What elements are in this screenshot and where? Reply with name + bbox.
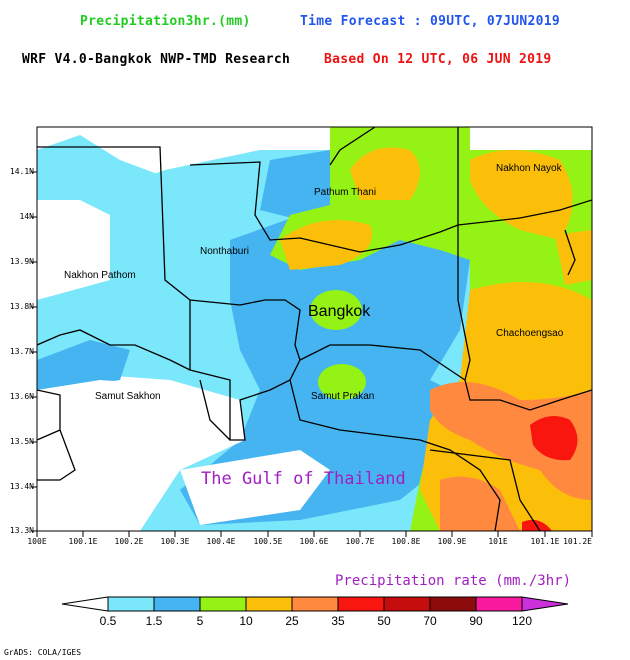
colorbar-segment [245, 596, 293, 612]
lat-tick: 13.7N [9, 347, 34, 356]
init-time: Based On 12 UTC, 06 JUN 2019 [324, 52, 552, 67]
lon-tick: 100.3E [160, 537, 190, 546]
colorbar-label: 90 [469, 614, 483, 628]
colorbar-label: 5 [196, 614, 204, 628]
colorbar-label: 70 [423, 614, 437, 628]
lon-tick: 100.5E [253, 537, 283, 546]
colorbar-segment [521, 596, 569, 612]
lon-tick: 101.2E [563, 537, 592, 546]
colorbar-segment [199, 596, 247, 612]
colorbar-label: 1.5 [145, 614, 163, 628]
forecast-time: Time Forecast : 09UTC, 07JUN2019 [300, 14, 561, 29]
colorbar-segment [153, 596, 201, 612]
lon-tick: 101E [488, 537, 508, 546]
lon-tick: 101.1E [530, 537, 560, 546]
lon-tick: 100.9E [437, 537, 467, 546]
lon-tick: 100.1E [68, 537, 98, 546]
lon-tick: 100.8E [391, 537, 421, 546]
colorbar-title: Precipitation rate (mm./3hr) [335, 573, 572, 589]
variable-title: Precipitation3hr.(mm) [80, 14, 251, 29]
colorbar-label: 35 [331, 614, 345, 628]
label-nonthaburi: Nonthaburi [200, 246, 249, 257]
colorbar-segment [337, 596, 385, 612]
lon-tick: 100.7E [345, 537, 375, 546]
lon-tick: 100.6E [299, 537, 329, 546]
lon-tick: 100.4E [206, 537, 236, 546]
model-name: WRF V4.0-Bangkok NWP-TMD Research [22, 52, 291, 67]
colorbar-label: 0.5 [99, 614, 117, 628]
label-pathum-thani: Pathum Thani [314, 187, 377, 198]
lat-tick: 13.9N [9, 257, 34, 266]
label-gulf-of-thailand: The Gulf of Thailand [201, 469, 406, 489]
colorbar [61, 596, 569, 612]
credit-text: GrADS: COLA/IGES [4, 648, 82, 657]
lat-tick: 14N [19, 212, 34, 221]
colorbar-segment [291, 596, 339, 612]
colorbar-segment [429, 596, 477, 612]
colorbar-label: 120 [511, 614, 533, 628]
lon-tick: 100E [27, 537, 47, 546]
lat-tick: 13.6N [9, 392, 34, 401]
colorbar-label: 10 [239, 614, 253, 628]
label-samut-prakan: Samut Prakan [311, 391, 375, 402]
colorbar-label: 50 [377, 614, 391, 628]
colorbar-segment [475, 596, 523, 612]
lon-tick: 100.2E [114, 537, 144, 546]
label-chachoengsao: Chachoengsao [496, 328, 564, 339]
lat-tick: 13.5N [9, 437, 34, 446]
lat-tick: 13.4N [9, 482, 34, 491]
label-samut-sakhon: Samut Sakhon [95, 391, 161, 402]
lat-tick: 13.3N [9, 526, 34, 535]
colorbar-segment [107, 596, 155, 612]
lat-tick: 13.8N [9, 302, 34, 311]
colorbar-label: 25 [285, 614, 299, 628]
label-nakhon-pathom: Nakhon Pathom [64, 270, 136, 281]
colorbar-segment [383, 596, 431, 612]
lat-tick: 14.1N [9, 167, 34, 176]
label-bangkok: Bangkok [308, 303, 371, 320]
label-nakhon-nayok: Nakhon Nayok [496, 163, 562, 174]
colorbar-segment [61, 596, 109, 612]
